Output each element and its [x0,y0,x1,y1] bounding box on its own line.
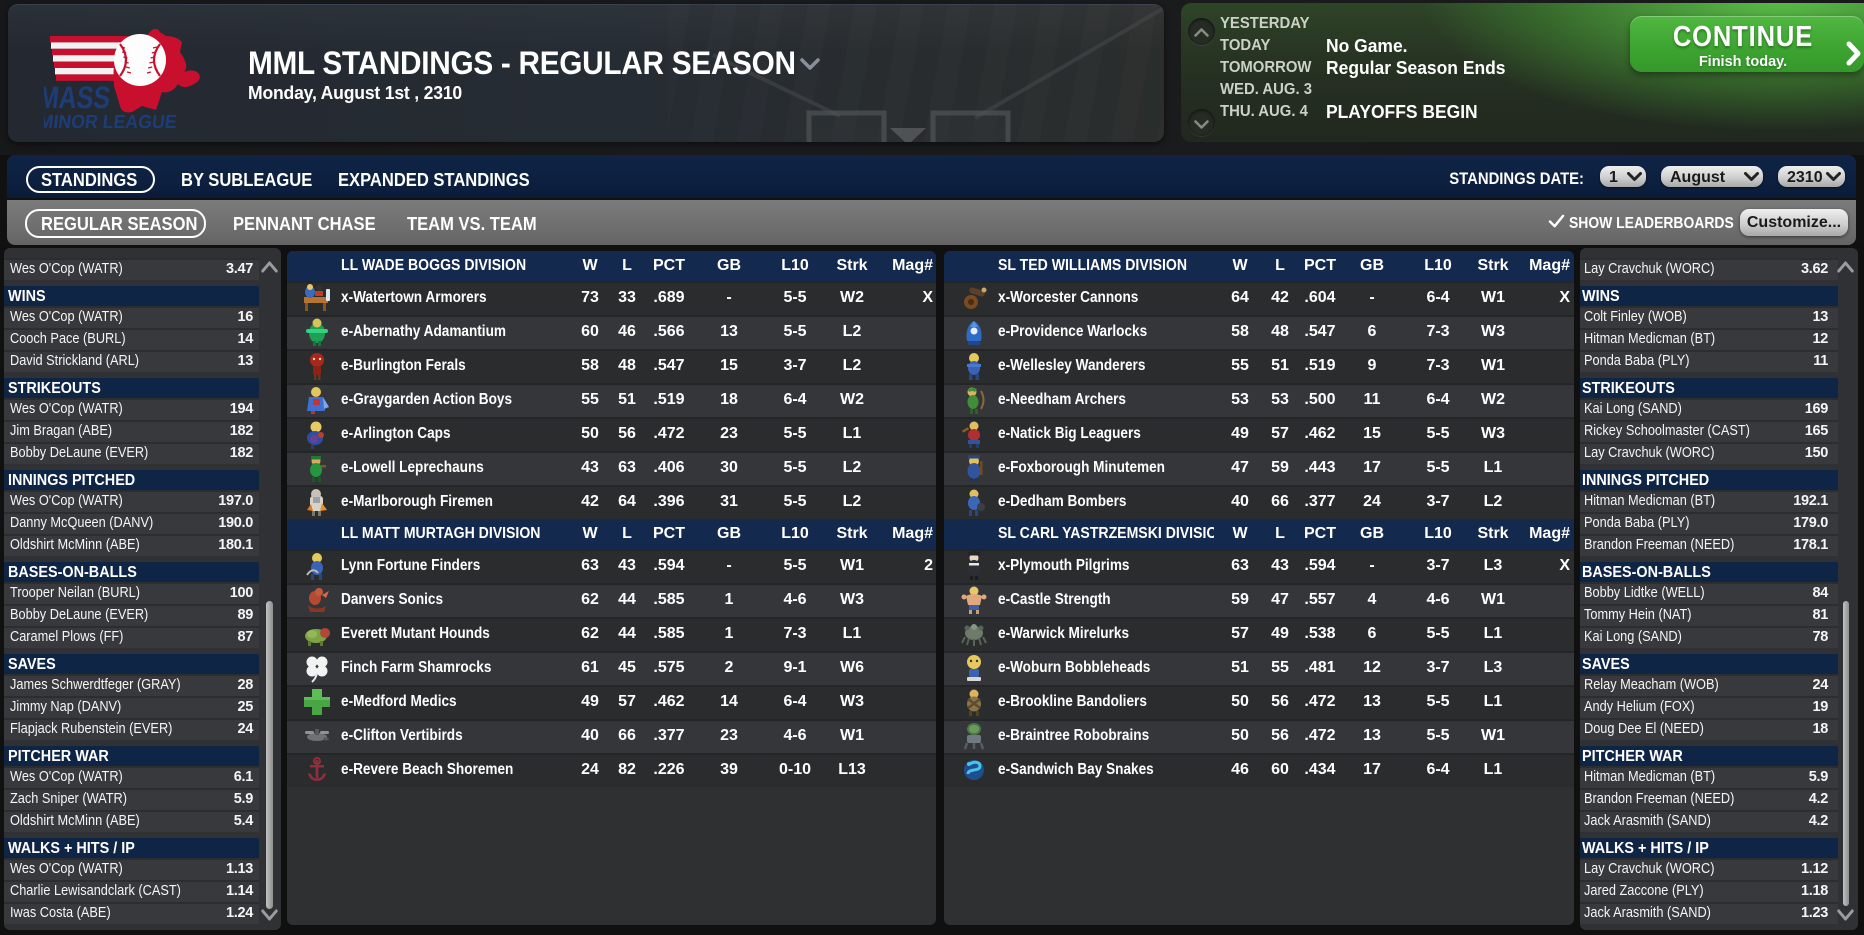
svg-text:MINOR LEAGUE: MINOR LEAGUE [44,112,178,133]
svg-text:MASS: MASS [44,80,112,115]
